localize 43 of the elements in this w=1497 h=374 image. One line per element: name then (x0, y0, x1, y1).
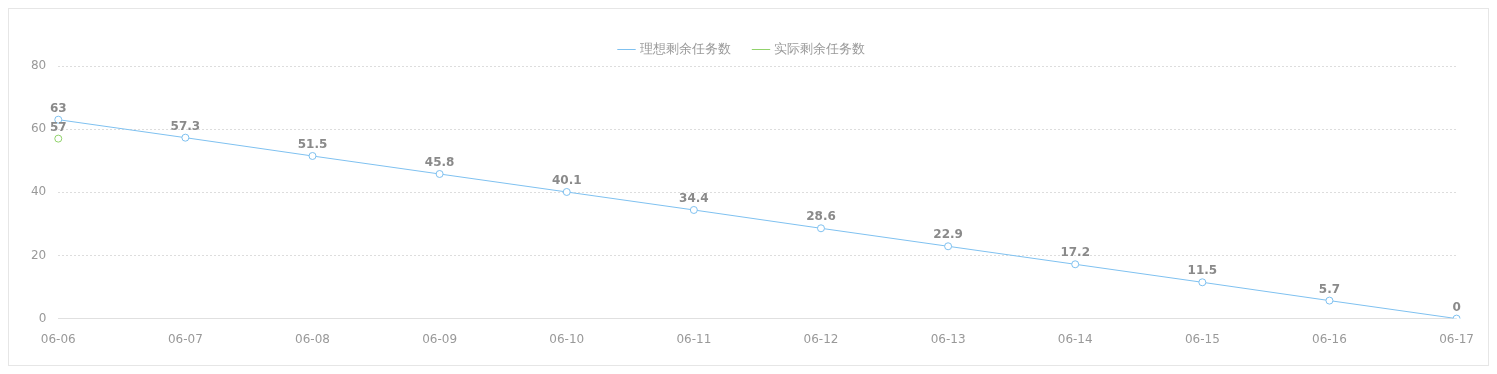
data-label: 57.3 (170, 118, 201, 133)
x-tick-label: 06-08 (295, 331, 330, 346)
data-label: 40.1 (551, 173, 582, 188)
data-label: 11.5 (1187, 263, 1218, 278)
x-tick-label: 06-10 (549, 331, 585, 346)
point (1198, 278, 1207, 287)
y-tick-label: 80 (30, 58, 47, 73)
point (944, 242, 953, 251)
data-label: 57 (49, 119, 67, 134)
data-label: 63 (49, 100, 67, 115)
y-tick-label: 60 (30, 121, 47, 136)
x-tick-label: 06-17 (1439, 331, 1474, 346)
x-tick-label: 06-16 (1312, 331, 1347, 346)
y-tick-label: 20 (30, 247, 47, 262)
data-label: 28.6 (806, 209, 836, 224)
point (54, 134, 63, 143)
x-tick-label: 06-06 (40, 331, 76, 346)
data-label: 17.2 (1060, 245, 1091, 260)
x-tick-label: 06-09 (422, 331, 458, 346)
data-label: 34.4 (679, 191, 709, 206)
data-label: 5.7 (1318, 281, 1341, 296)
point (435, 169, 444, 178)
x-tick-label: 06-11 (676, 331, 712, 346)
x-tick-label: 06-12 (803, 331, 839, 346)
point (816, 224, 825, 233)
point (181, 133, 190, 142)
point (689, 205, 698, 214)
y-tick-label: 0 (38, 310, 47, 325)
data-label: 0 (1452, 299, 1461, 314)
data-label: 51.5 (297, 137, 328, 152)
legend-label: 实际剩余任务数 (774, 40, 865, 56)
point (308, 151, 317, 160)
y-tick-label: 40 (30, 184, 47, 199)
point (562, 187, 571, 196)
point (1071, 260, 1080, 269)
x-tick-label: 06-13 (930, 331, 966, 346)
legend-label: 理想剩余任务数 (639, 40, 731, 56)
data-label: 45.8 (424, 155, 455, 170)
x-tick-label: 06-15 (1184, 331, 1220, 346)
point (1325, 296, 1334, 305)
x-tick-label: 06-07 (167, 331, 203, 346)
data-label: 22.9 (933, 227, 963, 242)
x-tick-label: 06-14 (1057, 331, 1093, 346)
